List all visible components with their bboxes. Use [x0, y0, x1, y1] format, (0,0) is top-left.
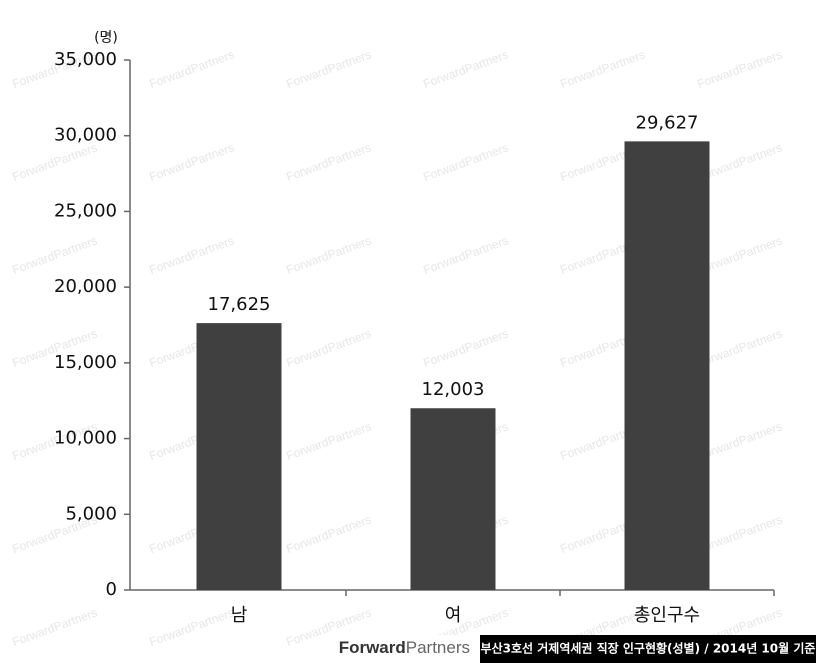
y-tick-label: 0 — [106, 579, 117, 600]
brand-box — [327, 635, 480, 663]
y-tick-label: 10,000 — [54, 428, 117, 449]
value-label: 12,003 — [422, 379, 485, 400]
brand-light: Partners — [406, 638, 470, 657]
watermark: ForwardPartners — [421, 47, 510, 91]
watermark: ForwardPartners — [284, 419, 373, 463]
watermark: ForwardPartners — [421, 326, 510, 370]
y-tick-label: 30,000 — [54, 125, 117, 146]
watermark: ForwardPartners — [284, 326, 373, 370]
source-box — [480, 635, 816, 663]
watermark: ForwardPartners — [147, 140, 236, 184]
watermark: ForwardPartners — [147, 605, 236, 649]
watermark: ForwardPartners — [284, 233, 373, 277]
bar — [624, 141, 710, 591]
unit-label: (명) — [94, 30, 118, 46]
watermark: ForwardPartners — [421, 233, 510, 277]
brand-bold: Forward — [339, 638, 406, 657]
watermark: ForwardPartners — [421, 140, 510, 184]
watermark: ForwardPartners — [695, 47, 784, 91]
watermark: ForwardPartners — [284, 512, 373, 556]
y-tick-label: 20,000 — [54, 276, 117, 297]
value-label: 29,627 — [636, 112, 699, 133]
y-tick-label: 35,000 — [54, 49, 117, 70]
x-tick-label: 총인구수 — [634, 605, 700, 626]
y-tick-label: 5,000 — [65, 503, 117, 524]
value-label: 17,625 — [208, 294, 271, 315]
watermark: ForwardPartners — [147, 47, 236, 91]
watermark: ForwardPartners — [10, 605, 99, 649]
watermark: ForwardPartners — [284, 47, 373, 91]
watermark: ForwardPartners — [147, 233, 236, 277]
brand: ForwardPartners — [339, 638, 470, 657]
watermark: ForwardPartners — [284, 140, 373, 184]
source: 부산3호선 거제역세권 직장 인구현황(성별) / 2014년 10월 기준 — [481, 641, 816, 656]
bar — [410, 408, 496, 590]
watermark: ForwardPartners — [10, 140, 99, 184]
watermark: ForwardPartners — [10, 233, 99, 277]
x-tick-label: 남 — [231, 605, 248, 626]
y-tick-label: 25,000 — [54, 200, 117, 221]
x-tick-label: 여 — [445, 605, 462, 626]
watermark: ForwardPartners — [558, 47, 647, 91]
y-tick-label: 15,000 — [54, 352, 117, 373]
bar — [196, 323, 282, 590]
